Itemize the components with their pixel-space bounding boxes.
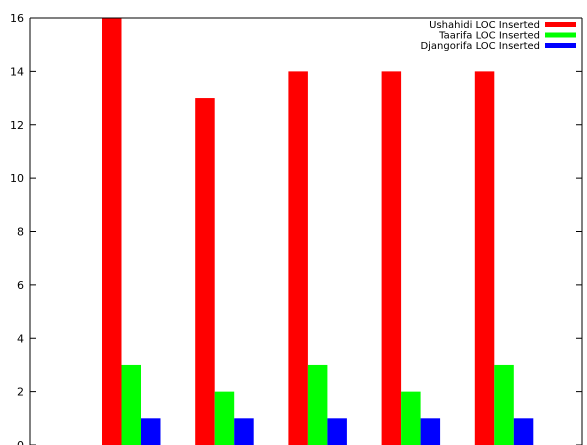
- y-tick-label-12: 12: [10, 119, 24, 132]
- legend-swatch-1: [545, 22, 576, 27]
- bar-series-3-cat-1: [141, 418, 161, 445]
- bar-series-2-cat-1: [121, 364, 141, 445]
- bar-series-2-cat-3: [307, 364, 328, 445]
- bar-series-1-cat-5: [474, 71, 495, 445]
- bar-series-1-cat-4: [381, 71, 402, 445]
- bar-series-3-cat-2: [234, 418, 254, 445]
- y-tick-label-14: 14: [10, 65, 24, 78]
- y-tick-label-2: 2: [17, 386, 24, 399]
- legend-swatch-2: [545, 32, 576, 38]
- legend-label-2: Taarifa LOC Inserted: [438, 31, 540, 42]
- y-tick-label-6: 6: [17, 279, 24, 292]
- bar-series-3-cat-5: [513, 418, 534, 445]
- y-tick-label-10: 10: [10, 172, 24, 185]
- bar-series-1-cat-2: [195, 98, 215, 445]
- y-tick-label-16: 16: [10, 12, 24, 25]
- legend-label-1: Ushahidi LOC Inserted: [429, 20, 540, 31]
- y-ticks-layer: 0 2 4 6 8 10 12 14 16: [10, 12, 582, 445]
- bars-layer: [102, 18, 534, 445]
- bar-series-3-cat-4: [420, 418, 441, 445]
- y-tick-label-0: 0: [17, 439, 24, 445]
- bar-series-1-cat-1: [102, 18, 122, 445]
- bar-series-1-cat-3: [288, 71, 308, 445]
- legend-swatch-3: [545, 43, 576, 48]
- bar-series-2-cat-5: [494, 364, 514, 445]
- bar-series-2-cat-2: [214, 391, 235, 445]
- y-tick-label-4: 4: [17, 332, 24, 345]
- bar-series-2-cat-4: [401, 391, 421, 445]
- y-tick-label-8: 8: [17, 226, 24, 239]
- bar-series-3-cat-3: [327, 418, 347, 445]
- legend-label-3: Djangorifa LOC Inserted: [420, 41, 540, 52]
